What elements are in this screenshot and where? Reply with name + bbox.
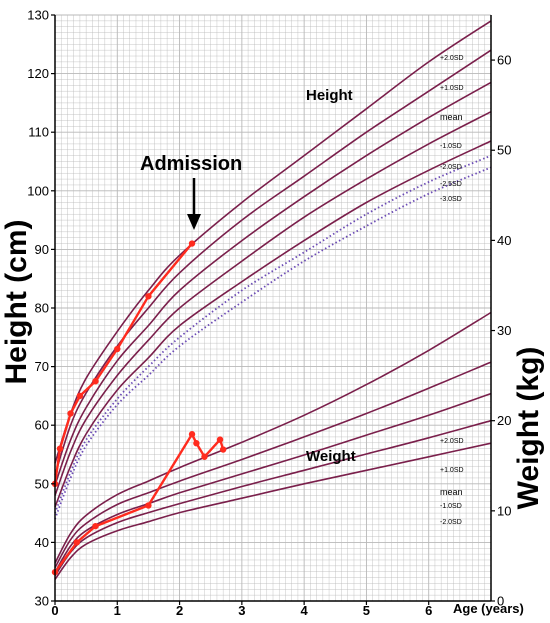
weight-sd-label-minus-2-0sd: -2.0SD xyxy=(440,519,462,526)
y-left-tick-label: 50 xyxy=(35,476,49,491)
patient-data xyxy=(51,240,227,576)
y-left-tick-label: 90 xyxy=(35,242,49,257)
y-left-tick-label: 40 xyxy=(35,535,49,550)
y-right-tick-label: 0 xyxy=(497,594,504,609)
patient-height-point xyxy=(76,392,84,400)
patient-height-point xyxy=(188,240,196,247)
patient-height-point xyxy=(114,345,121,353)
patient-height-point xyxy=(145,293,152,300)
patient-weight-point xyxy=(193,440,200,447)
y-left-tick-label: 60 xyxy=(35,418,49,433)
y-left-tick-label: 110 xyxy=(28,125,49,140)
weight-curve-plusminus-2-0sd xyxy=(54,311,492,564)
weight-curve-plusminus-1-0sd xyxy=(54,361,492,568)
height-curve-minus-1-0sd xyxy=(54,110,492,496)
height-sd-label-minus-3-0sd: -3.0SD xyxy=(440,196,462,203)
y-left-tick-label: 80 xyxy=(35,301,49,316)
patient-weight-point xyxy=(188,431,196,438)
height-curve-mean xyxy=(54,81,492,486)
admission-annotation: Admission xyxy=(140,153,242,175)
weight-sd-label-minus-1-0sd: -1.0SD xyxy=(440,503,462,510)
patient-height-point xyxy=(56,445,64,452)
patient-weight-point xyxy=(216,436,224,443)
y-right-tick-label: 20 xyxy=(497,413,511,428)
weight-curve-mean xyxy=(54,392,492,573)
height-sd-label-mean: mean xyxy=(440,112,463,122)
y-right-tick-label: 10 xyxy=(497,503,511,518)
x-tick-label: 3 xyxy=(238,603,245,618)
height-sd-label-minus-2-5sd: -2.5SD xyxy=(440,181,462,188)
patient-weight-point xyxy=(145,502,152,509)
reference-curves xyxy=(54,20,492,580)
x-tick-label: 5 xyxy=(363,603,370,618)
height-section-label: Height xyxy=(306,87,353,104)
weight-sd-label-plusminus-2-0sd: +2.0SD xyxy=(440,438,464,445)
x-tick-label: 0 xyxy=(51,603,58,618)
weight-section-label: Weight xyxy=(306,448,356,465)
y-left-tick-label: 70 xyxy=(35,359,49,374)
chart-text: +2.0SD +1.0SD mean -1.0SD -2.0SD -2.5SD -3.0SD… xyxy=(27,8,511,619)
height-curve-minus-2-5sd xyxy=(54,154,492,514)
admission-arrow xyxy=(187,178,201,230)
y-left-tick-label: 100 xyxy=(27,183,49,198)
x-tick-label: 6 xyxy=(425,603,432,618)
y-right-tick-label: 60 xyxy=(497,53,511,68)
patient-weight-point xyxy=(73,539,81,546)
y-right-tick-label: 50 xyxy=(497,143,511,158)
grid xyxy=(54,14,492,602)
x-tick-label: 4 xyxy=(301,603,309,618)
y-left-axis-title: Height (cm) xyxy=(0,220,33,385)
y-right-tick-label: 30 xyxy=(497,323,511,338)
height-sd-label-plusminus-2-0sd: +2.0SD xyxy=(440,55,464,62)
y-right-axis-title: Weight (kg) xyxy=(512,347,545,510)
x-tick-label: 1 xyxy=(114,603,121,618)
x-axis-title: Age (years) xyxy=(453,601,524,616)
y-left-tick-label: 130 xyxy=(27,8,49,23)
y-left-tick-label: 120 xyxy=(27,66,49,81)
height-sd-label-plusminus-1-0sd: +1.0SD xyxy=(440,85,464,92)
x-tick-label: 2 xyxy=(176,603,183,618)
patient-height-point xyxy=(67,410,74,417)
axes xyxy=(51,14,495,605)
y-left-tick-label: 30 xyxy=(35,594,49,609)
weight-curve-minus-2-0sd xyxy=(54,442,492,580)
patient-weight-point xyxy=(219,446,227,453)
height-sd-label-minus-1-0sd: -1.0SD xyxy=(440,143,462,150)
height-curve-minus-2-0sd xyxy=(54,140,492,508)
weight-sd-label-mean: mean xyxy=(440,487,463,497)
weight-curve-minus-1-0sd xyxy=(54,419,492,577)
height-curve-minus-3-0sd xyxy=(54,166,492,520)
height-curve-plusminus-1-0sd xyxy=(54,49,492,476)
patient-weight-point xyxy=(92,522,99,530)
height-sd-label-minus-2-0sd: -2.0SD xyxy=(440,164,462,171)
patient-height-point xyxy=(92,378,99,385)
y-right-tick-label: 40 xyxy=(497,233,511,248)
patient-weight-point xyxy=(201,453,208,460)
patient-height-line xyxy=(53,242,193,484)
weight-sd-label-plusminus-1-0sd: +1.0SD xyxy=(440,467,464,474)
